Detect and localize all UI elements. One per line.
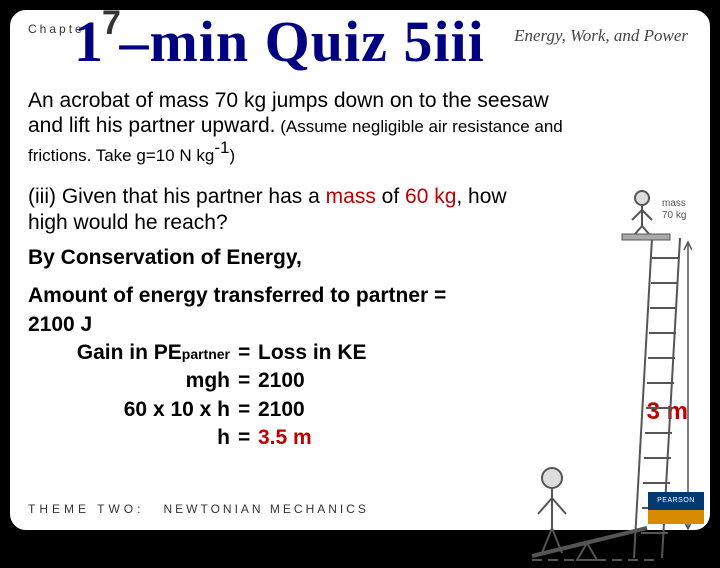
answer-conserve: By Conservation of Energy, bbox=[28, 244, 458, 272]
logo-bar bbox=[648, 510, 704, 524]
publisher-logo: PEARSON bbox=[648, 492, 704, 524]
topic-title: Energy, Work, and Power bbox=[514, 26, 688, 46]
val-2100a: 2100 bbox=[258, 367, 305, 395]
answer-block: By Conservation of Energy, Amount of ene… bbox=[28, 244, 458, 452]
loss-ke: Loss in KE bbox=[258, 339, 367, 367]
problem-text: An acrobat of mass 70 kg jumps down on t… bbox=[28, 88, 568, 168]
theme-value: NEWTONIAN MECHANICS bbox=[163, 502, 368, 516]
content-area: An acrobat of mass 70 kg jumps down on t… bbox=[28, 88, 698, 480]
eq-row-2: mgh = 2100 bbox=[28, 367, 458, 395]
answer-amount: Amount of energy transferred to partner … bbox=[28, 282, 458, 339]
eq-row-1: Gain in PEpartner = Loss in KE bbox=[28, 339, 458, 367]
theme-label: THEME TWO: bbox=[28, 502, 144, 516]
assume-open: (Assume bbox=[275, 117, 352, 136]
mgh: mgh bbox=[28, 367, 238, 395]
pe-sub: partner bbox=[182, 346, 230, 362]
pe-label: Gain in PE bbox=[77, 341, 182, 364]
question-text: (iii) Given that his partner has a mass … bbox=[28, 184, 528, 237]
q-mass-word: mass bbox=[326, 185, 376, 208]
logo-text: PEARSON bbox=[648, 492, 704, 510]
q-prefix: (iii) Given that his partner has a bbox=[28, 185, 326, 208]
mass-label-1: mass bbox=[662, 198, 686, 209]
lhs3: 60 x 10 x h bbox=[28, 396, 238, 424]
eq-row-4: h = 3.5 m bbox=[28, 424, 458, 452]
eq-row-3: 60 x 10 x h = 2100 bbox=[28, 396, 458, 424]
q-mass-val: 60 kg bbox=[405, 185, 456, 208]
q-of: of bbox=[376, 185, 405, 208]
assume-sup: -1 bbox=[214, 138, 229, 157]
assume-close: ) bbox=[229, 146, 235, 165]
val-2100b: 2100 bbox=[258, 396, 305, 424]
quiz-title: 1 –min Quiz 5iii bbox=[74, 8, 485, 75]
slide-frame: Chapter 7 Energy, Work, and Power 1 –min… bbox=[8, 8, 712, 532]
footer: THEME TWO: NEWTONIAN MECHANICS bbox=[28, 502, 369, 516]
h-label: h bbox=[28, 424, 238, 452]
h-answer: 3.5 m bbox=[258, 424, 312, 452]
mass-label-2: 70 kg bbox=[662, 210, 686, 221]
